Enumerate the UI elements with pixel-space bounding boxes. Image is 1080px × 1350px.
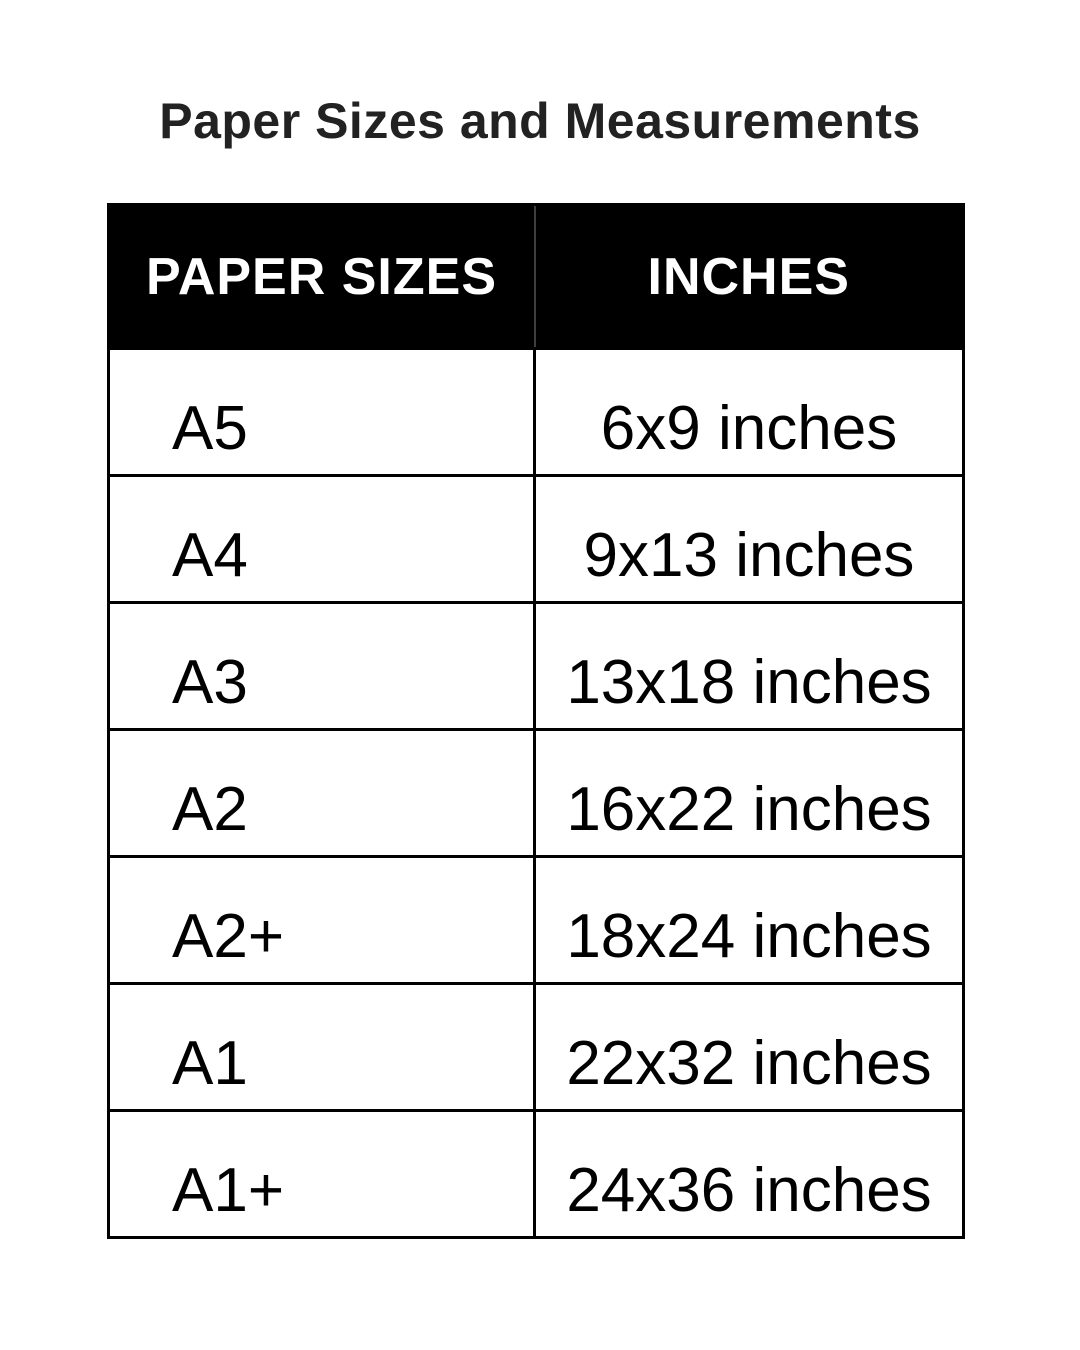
header-row: PAPER SIZES INCHES bbox=[107, 203, 965, 350]
table-header: PAPER SIZES INCHES bbox=[107, 203, 965, 350]
paper-size-cell: A5 bbox=[107, 347, 536, 477]
table-body: A5 6x9 inches A4 9x13 inches A3 13x18 in… bbox=[107, 347, 965, 1239]
inches-cell: 13x18 inches bbox=[533, 601, 965, 731]
table-row: A1+ 24x36 inches bbox=[107, 1109, 965, 1239]
paper-size-cell: A2 bbox=[107, 728, 536, 858]
paper-size-cell: A2+ bbox=[107, 855, 536, 985]
paper-size-cell: A3 bbox=[107, 601, 536, 731]
paper-size-cell: A4 bbox=[107, 474, 536, 604]
inches-cell: 6x9 inches bbox=[533, 347, 965, 477]
paper-sizes-table: PAPER SIZES INCHES A5 6x9 inches A4 9x13… bbox=[107, 203, 965, 1239]
table-row: A4 9x13 inches bbox=[107, 474, 965, 604]
page-title: Paper Sizes and Measurements bbox=[159, 93, 921, 149]
column-header-inches: INCHES bbox=[533, 203, 965, 350]
inches-cell: 24x36 inches bbox=[533, 1109, 965, 1239]
inches-cell: 18x24 inches bbox=[533, 855, 965, 985]
inches-cell: 16x22 inches bbox=[533, 728, 965, 858]
table-row: A1 22x32 inches bbox=[107, 982, 965, 1112]
table-row: A5 6x9 inches bbox=[107, 347, 965, 477]
table-row: A2 16x22 inches bbox=[107, 728, 965, 858]
inches-cell: 22x32 inches bbox=[533, 982, 965, 1112]
column-header-paper-sizes: PAPER SIZES bbox=[107, 203, 536, 350]
inches-cell: 9x13 inches bbox=[533, 474, 965, 604]
table-row: A2+ 18x24 inches bbox=[107, 855, 965, 985]
table-row: A3 13x18 inches bbox=[107, 601, 965, 731]
paper-size-cell: A1+ bbox=[107, 1109, 536, 1239]
paper-size-cell: A1 bbox=[107, 982, 536, 1112]
